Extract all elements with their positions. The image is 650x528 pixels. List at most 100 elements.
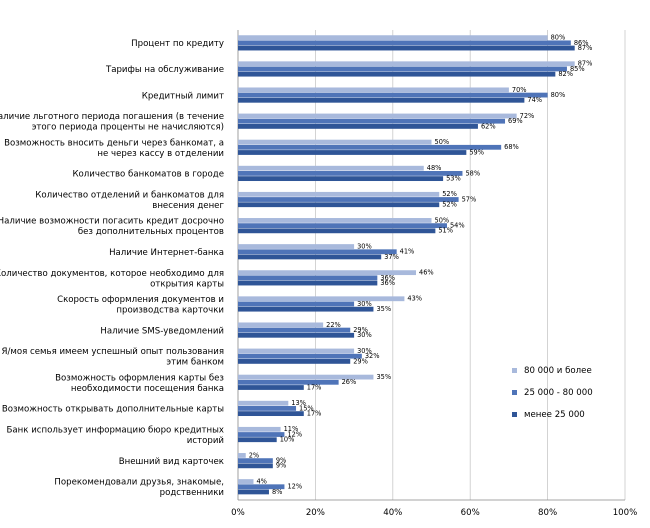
bar (238, 327, 351, 333)
data-label: 36% (380, 274, 395, 282)
legend-swatch (512, 390, 517, 395)
bar (238, 306, 374, 312)
bar (238, 432, 285, 437)
data-label: 11% (284, 425, 299, 433)
data-label: 12% (287, 483, 302, 491)
data-label: 82% (558, 70, 573, 78)
bar (238, 87, 509, 93)
data-label: 4% (256, 477, 266, 485)
legend: 80 000 и более 25 000 - 80 000 менее 25 00… (512, 366, 593, 420)
data-label: 53% (446, 175, 461, 183)
data-label: 72% (520, 112, 535, 120)
data-label: 50% (435, 138, 450, 146)
bar (238, 123, 478, 129)
data-label: 29% (353, 326, 368, 334)
data-label: 17% (307, 383, 322, 391)
data-label: 29% (353, 357, 368, 365)
data-label: 12% (287, 430, 302, 438)
bar (238, 113, 517, 119)
bar (238, 176, 444, 182)
x-tick-label: 60% (461, 508, 480, 518)
data-label: 36% (380, 279, 395, 287)
x-tick-label: 40% (383, 508, 402, 518)
data-label: 85% (570, 65, 585, 73)
data-label: 26% (342, 378, 357, 386)
data-label: 80% (551, 34, 566, 42)
data-label: 9% (276, 457, 286, 465)
bar (238, 270, 417, 276)
bar (238, 489, 269, 495)
legend-label: менее 25 000 (524, 410, 585, 420)
category-label: Я/моя семья имеем успешный опыт пользова… (2, 347, 225, 368)
x-tick-label: 80% (538, 508, 557, 518)
legend-swatch (512, 368, 517, 373)
data-label: 41% (400, 248, 415, 256)
bar (238, 353, 362, 359)
data-label: 32% (365, 352, 380, 360)
gridlines (237, 30, 626, 500)
bar (238, 400, 289, 406)
category-label: Банк использует информацию бюро кредитны… (7, 425, 224, 446)
data-label: 70% (512, 86, 527, 94)
data-label: 35% (376, 305, 391, 313)
bar (238, 97, 525, 103)
data-label: 87% (578, 44, 593, 52)
bar (238, 453, 246, 458)
x-axis: 0% 20% 40% 60% 80% 100% (231, 499, 637, 518)
bar (238, 322, 324, 328)
bar (238, 35, 548, 41)
bar (238, 144, 502, 150)
data-label: 62% (481, 122, 496, 130)
bar (238, 165, 424, 171)
bar (238, 202, 440, 208)
bar (238, 379, 339, 385)
data-label: 13% (291, 399, 306, 407)
category-label: Количество документов, которое необходим… (0, 269, 224, 290)
bar (238, 61, 575, 67)
bar (238, 385, 304, 390)
bar (238, 426, 281, 432)
category-label: Скорость оформления документов и производ… (57, 295, 224, 316)
data-label: 52% (442, 190, 457, 198)
bar (238, 249, 397, 255)
data-label: 9% (276, 462, 286, 470)
data-label: 8% (272, 488, 282, 496)
bar (238, 479, 254, 484)
bar (238, 218, 432, 223)
legend-label: 80 000 и более (524, 366, 592, 376)
data-label: 43% (407, 295, 422, 303)
bar (238, 406, 297, 411)
data-label: 2% (249, 451, 259, 459)
category-label: Процент по кредиту (131, 39, 224, 49)
data-label: 30% (357, 300, 372, 308)
bar (238, 463, 273, 469)
category-label: Кредитный лимит (142, 91, 224, 101)
bar (238, 118, 506, 124)
bar (238, 45, 575, 51)
data-label: 57% (462, 195, 477, 203)
data-label: 30% (357, 331, 372, 339)
bar (238, 358, 351, 364)
bar (238, 411, 304, 417)
legend-swatch (512, 412, 517, 417)
bar (238, 301, 355, 307)
data-label: 17% (307, 410, 322, 418)
bar (238, 66, 567, 72)
data-label: 15% (299, 404, 314, 412)
data-label: 51% (438, 227, 453, 235)
category-label: Возможность оформления карты без необходи… (55, 373, 224, 394)
category-label: Возможность вносить деньги через банкома… (4, 138, 224, 159)
data-label: 50% (435, 216, 450, 224)
bar (238, 275, 378, 281)
bar (238, 332, 355, 338)
category-label: Количество отделений и банкоматов для вне… (35, 190, 224, 211)
bar (238, 484, 285, 490)
category-label: Тарифы на обслуживание (105, 65, 224, 75)
data-labels: 80%86%87%87%85%82%70%80%74%72%69%62%50%6… (249, 34, 593, 496)
data-label: 80% (551, 91, 566, 99)
bar (238, 458, 273, 464)
data-label: 58% (465, 169, 480, 177)
data-label: 30% (357, 242, 372, 250)
data-label: 87% (578, 60, 593, 68)
